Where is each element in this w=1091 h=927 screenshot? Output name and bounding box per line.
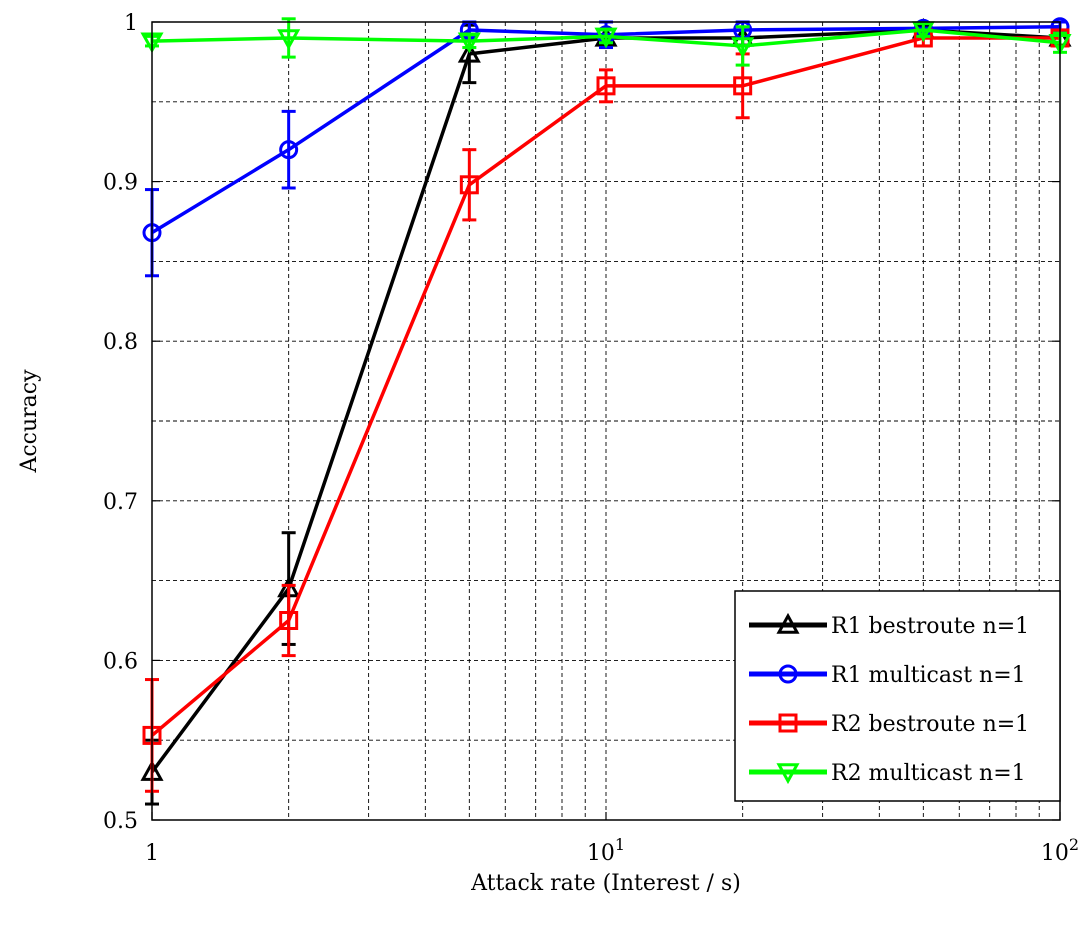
legend-marker	[776, 612, 800, 634]
x-tick-label: 1	[145, 841, 159, 866]
data-point	[277, 29, 301, 51]
data-point	[459, 175, 479, 195]
series-layer	[140, 17, 1072, 806]
legend-entry: R1 multicast n=1	[749, 663, 1026, 688]
legend-entry: R1 bestroute n=1	[749, 612, 1029, 639]
data-point	[279, 611, 299, 630]
legend-marker	[778, 713, 798, 733]
legend-entry: R2 multicast n=1	[749, 761, 1026, 786]
data-point	[457, 41, 481, 63]
y-tick-label: 1	[124, 11, 138, 36]
legend-label: R1 multicast n=1	[831, 663, 1026, 688]
legend: R1 bestroute n=1 R1 multicast n=1 R2 bestr…	[734, 590, 1061, 802]
data-point	[596, 76, 616, 96]
series-4	[140, 17, 1072, 67]
legend-label: R1 bestroute n=1	[831, 614, 1029, 639]
data-point	[457, 32, 481, 54]
y-tick-label: 0.6	[103, 649, 138, 674]
legend-entry: R2 bestroute n=1	[749, 712, 1029, 737]
legend-label: R2 bestroute n=1	[831, 712, 1029, 737]
legend-marker	[778, 664, 798, 684]
legend-marker	[776, 763, 800, 785]
x-axis-title: Attack rate (Interest / s)	[470, 871, 741, 896]
data-point	[279, 140, 299, 160]
x-tick-label: 101	[587, 835, 625, 866]
y-axis-title: Accuracy	[17, 369, 42, 474]
y-tick-label: 0.5	[103, 809, 138, 834]
data-point	[594, 27, 618, 49]
y-tick-label: 0.8	[103, 330, 138, 355]
data-point	[733, 76, 753, 96]
legend-label: R2 multicast n=1	[831, 761, 1026, 786]
data-point	[731, 37, 755, 59]
y-tick-label: 0.7	[103, 490, 138, 515]
y-tick-label: 0.9	[103, 171, 138, 196]
x-tick-label: 102	[1041, 835, 1079, 866]
data-point	[911, 21, 935, 43]
